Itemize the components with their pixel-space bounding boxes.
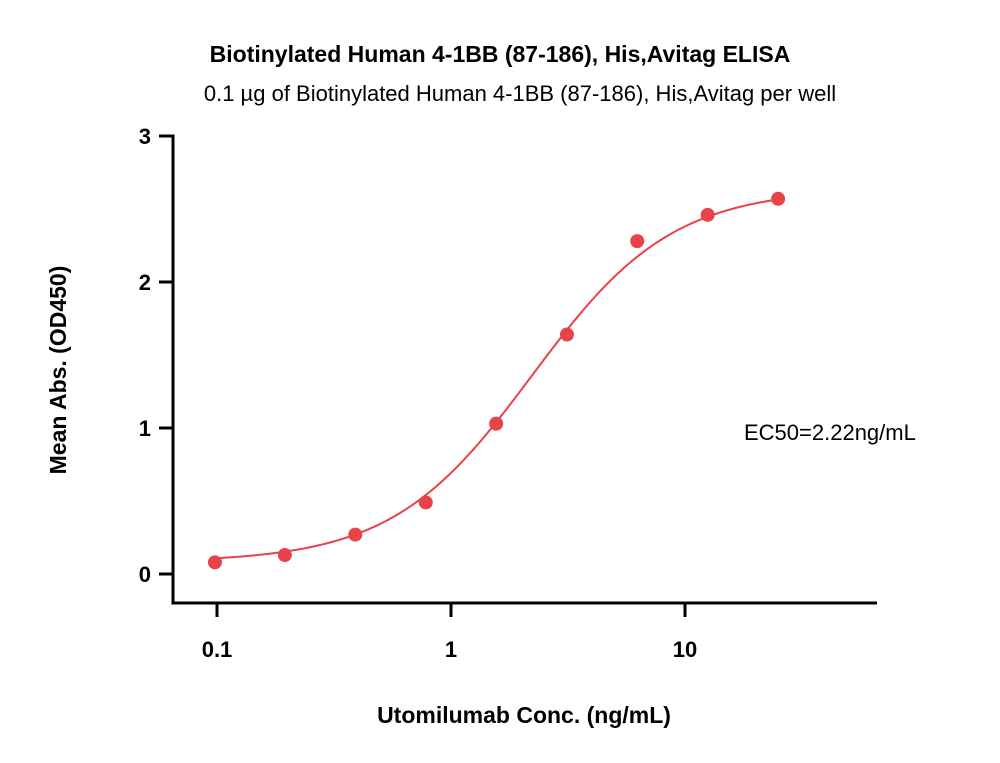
data-point [348, 527, 363, 542]
chart-subtitle: 0.1 µg of Biotinylated Human 4-1BB (87-1… [204, 81, 836, 106]
data-point [418, 495, 433, 510]
ec50-annotation: EC50=2.22ng/mL [744, 420, 916, 445]
x-tick-label: 1 [445, 637, 457, 662]
fit-curve [214, 198, 779, 560]
y-tick-label: 1 [139, 416, 151, 441]
x-tick-label: 10 [673, 637, 697, 662]
data-points [207, 191, 786, 570]
x-ticks: 0.1 1 10 [202, 603, 697, 662]
data-point [489, 416, 504, 431]
fit-curve-layer [214, 198, 779, 560]
data-point [277, 548, 292, 563]
data-point [207, 555, 222, 570]
y-tick-label: 0 [139, 562, 151, 587]
y-axis-label: Mean Abs. (OD450) [45, 266, 71, 475]
data-point [630, 234, 645, 249]
y-axis: 0 1 2 3 [139, 124, 175, 605]
y-ticks: 0 1 2 3 [139, 124, 173, 587]
data-point [559, 327, 574, 342]
data-point [771, 191, 786, 206]
y-tick-label: 2 [139, 270, 151, 295]
data-point [700, 207, 715, 222]
x-axis-label: Utomilumab Conc. (ng/mL) [377, 702, 671, 728]
x-axis: 0.1 1 10 [171, 601, 877, 662]
y-tick-label: 3 [139, 124, 151, 149]
x-tick-label: 0.1 [202, 637, 233, 662]
chart-title: Biotinylated Human 4-1BB (87-186), His,A… [210, 41, 791, 67]
